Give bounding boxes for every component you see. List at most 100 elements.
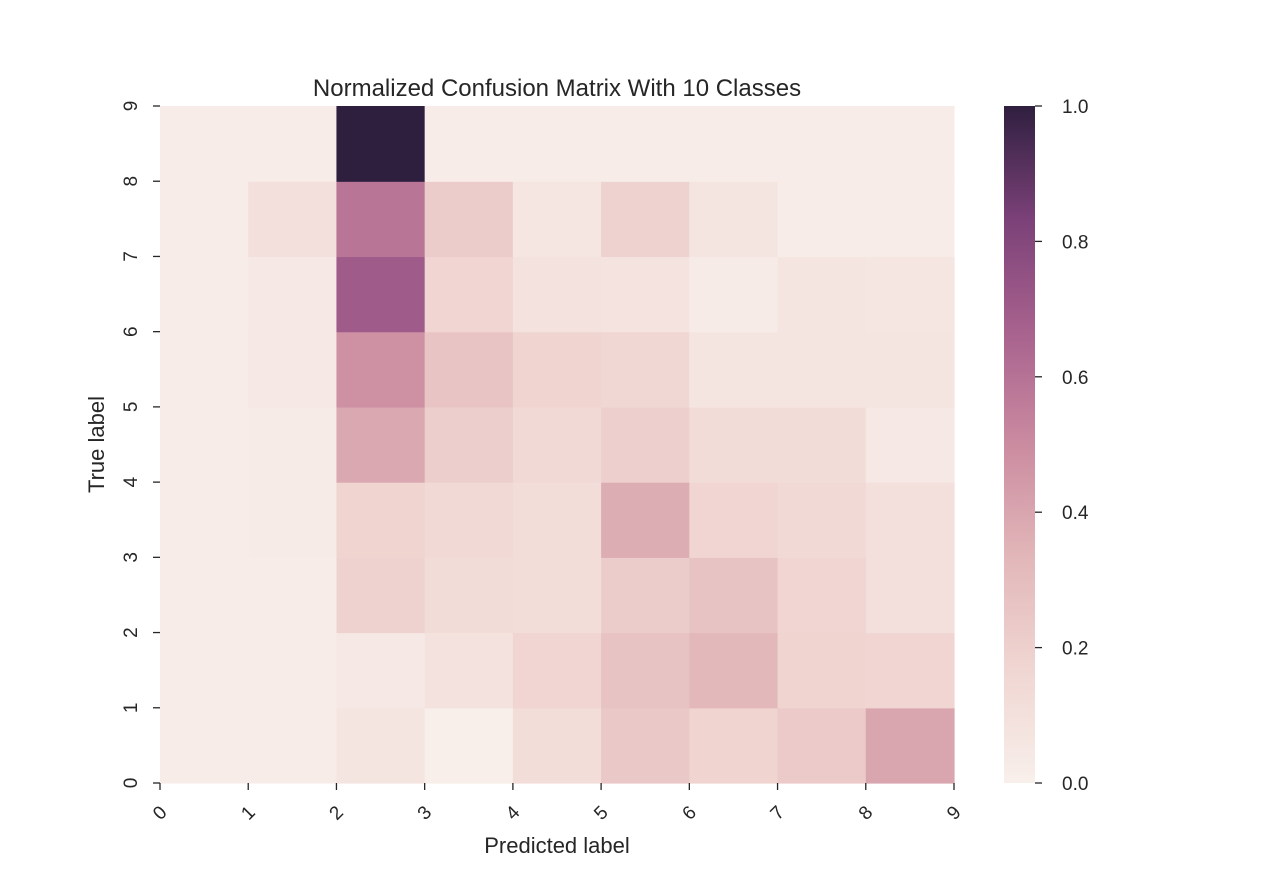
heatmap-cell: [424, 331, 514, 408]
heatmap-cell: [248, 482, 338, 558]
heatmap-cell: [601, 482, 690, 558]
x-tick-label: 4: [502, 802, 525, 825]
colorbar-tick-label: 0.8: [1062, 232, 1088, 253]
heatmap-cell: [777, 557, 867, 634]
heatmap-cell: [865, 406, 955, 483]
colorbar-tick-label: 0.2: [1062, 639, 1088, 660]
x-tick-label: 6: [679, 802, 701, 824]
heatmap-cell: [336, 406, 426, 483]
heatmap-cell: [160, 707, 249, 784]
heatmap-cell: [336, 557, 426, 634]
y-axis: 0 1 2 3 4 5 6 7 8 9: [121, 101, 160, 788]
heatmap-cell: [248, 331, 338, 408]
heatmap-cell: [689, 632, 779, 709]
heatmap-cell: [689, 331, 779, 408]
heatmap-cell: [777, 406, 867, 483]
y-tick-label: 7: [121, 251, 142, 262]
heatmap-cell: [777, 256, 867, 333]
heatmap-cell: [512, 482, 602, 558]
heatmap-cell: [512, 106, 602, 182]
colorbar-tick-label: 0.6: [1062, 368, 1088, 389]
y-tick-label: 9: [121, 101, 142, 112]
heatmap-cell: [424, 707, 514, 784]
y-tick-label: 1: [121, 702, 142, 713]
heatmap-cell: [865, 181, 955, 258]
heatmap-cell: [512, 181, 602, 258]
heatmap-cell: [777, 331, 867, 408]
heatmap-cell: [865, 707, 955, 784]
heatmap-cell: [248, 707, 338, 784]
heatmap-cell: [865, 106, 955, 182]
heatmap-cell: [424, 406, 514, 483]
colorbar-gradient: [1004, 106, 1035, 783]
heatmap-cell: [689, 256, 779, 333]
heatmap-cell: [336, 106, 426, 182]
heatmap-cell: [336, 482, 426, 558]
y-axis-label: True label: [84, 396, 109, 493]
heatmap-cell: [248, 632, 338, 709]
heatmap-cell: [336, 256, 426, 333]
heatmap-cell: [160, 181, 249, 258]
heatmap-cell: [601, 331, 690, 408]
heatmap-cell: [689, 181, 779, 258]
colorbar-tick-label: 0.4: [1062, 503, 1089, 524]
y-tick-label: 5: [121, 402, 142, 413]
heatmap-cell: [248, 557, 338, 634]
x-tick-label: 9: [943, 802, 965, 824]
heatmap-cell: [424, 632, 514, 709]
heatmap-cell: [424, 482, 514, 558]
heatmap-cell: [689, 707, 779, 784]
x-tick-label: 5: [590, 802, 612, 824]
chart-title: Normalized Confusion Matrix With 10 Clas…: [313, 75, 801, 102]
heatmap-cell: [601, 632, 690, 709]
heatmap-cell: [424, 256, 514, 333]
heatmap-cell: [865, 557, 955, 634]
y-tick-label: 8: [121, 176, 142, 187]
heatmap-cell: [248, 256, 338, 333]
x-axis: 0 1 2 3 4 5 6 7 8 9: [149, 783, 966, 825]
y-tick-label: 3: [121, 552, 142, 563]
heatmap-cell: [160, 632, 249, 709]
heatmap-cell: [777, 106, 867, 182]
heatmap-cell: [248, 406, 338, 483]
colorbar-tick-label: 1.0: [1062, 97, 1088, 118]
heatmap-cell: [160, 256, 249, 333]
heatmap-cell: [777, 632, 867, 709]
heatmap-cell: [160, 482, 249, 558]
heatmap-cell: [424, 557, 514, 634]
heatmap-cell: [865, 331, 955, 408]
heatmap-cell: [601, 256, 690, 333]
heatmap-cell: [512, 256, 602, 333]
heatmap-cell: [865, 632, 955, 709]
heatmap-cell: [601, 557, 690, 634]
heatmap-cell: [689, 557, 779, 634]
heatmap-cell: [512, 707, 602, 784]
heatmap-cell: [777, 181, 867, 258]
heatmap-cell: [777, 482, 867, 558]
heatmap-cell: [336, 181, 426, 258]
heatmap-cell: [512, 632, 602, 709]
heatmap-cell: [248, 106, 338, 182]
heatmap-cell: [512, 557, 602, 634]
heatmap-cell: [601, 106, 690, 182]
heatmap-cell: [512, 331, 602, 408]
heatmap-cell: [689, 482, 779, 558]
heatmap-cell: [248, 181, 338, 258]
heatmap-cell: [160, 106, 249, 182]
x-tick-label: 8: [855, 802, 877, 824]
colorbar: 0.0 0.2 0.4 0.6 0.8 1.0: [1004, 97, 1089, 795]
heatmap-cell: [160, 557, 249, 634]
x-axis-label: Predicted label: [484, 833, 630, 858]
heatmap-cell: [601, 707, 690, 784]
heatmap-cell: [336, 331, 426, 408]
heatmap-cell: [689, 406, 779, 483]
heatmap-cell: [601, 181, 690, 258]
x-tick-label: 0: [149, 802, 171, 824]
heatmap-cell: [865, 256, 955, 333]
colorbar-tick-label: 0.0: [1062, 774, 1088, 795]
x-tick-label: 7: [767, 802, 789, 824]
x-tick-label: 1: [237, 802, 259, 824]
x-tick-label: 3: [414, 802, 436, 824]
y-tick-label: 4: [121, 476, 142, 487]
